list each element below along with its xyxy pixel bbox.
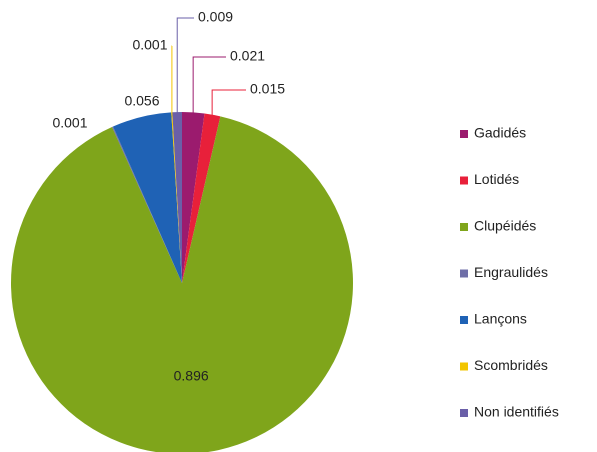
legend-label: Clupéidés: [474, 218, 536, 234]
pie-slice: [11, 116, 353, 452]
legend-swatch: [460, 223, 468, 231]
legend-swatch: [460, 409, 468, 417]
legend-label: Engraulidés: [474, 264, 548, 280]
leader-line: [211, 89, 246, 117]
legend-swatch: [460, 316, 468, 324]
legend-label: Scombridés: [474, 357, 548, 373]
legend-label: Lançons: [474, 311, 527, 327]
pie-slice: [112, 126, 182, 283]
legend-swatch: [460, 130, 468, 138]
data-label: 0.015: [250, 81, 285, 97]
legend-label: Gadidés: [474, 125, 526, 141]
data-label: 0.021: [230, 48, 265, 64]
legend-label: Non identifiés: [474, 404, 559, 420]
pie-slice: [182, 112, 205, 283]
data-label: 0.009: [198, 9, 233, 25]
legend-label: Lotidés: [474, 171, 519, 187]
legend-swatch: [460, 269, 468, 278]
data-label: 0.001: [132, 37, 167, 53]
pie-slice: [182, 113, 221, 283]
data-label: 0.056: [124, 93, 159, 109]
pie-slice: [113, 112, 182, 283]
data-label: 0.001: [52, 115, 87, 131]
pie-slice: [172, 112, 182, 283]
data-label: 0.896: [174, 367, 209, 383]
legend-swatch: [460, 176, 468, 185]
leader-line: [192, 56, 226, 115]
leader-line: [176, 17, 194, 115]
legend-swatch: [460, 362, 468, 371]
pie-slice: [171, 112, 182, 283]
